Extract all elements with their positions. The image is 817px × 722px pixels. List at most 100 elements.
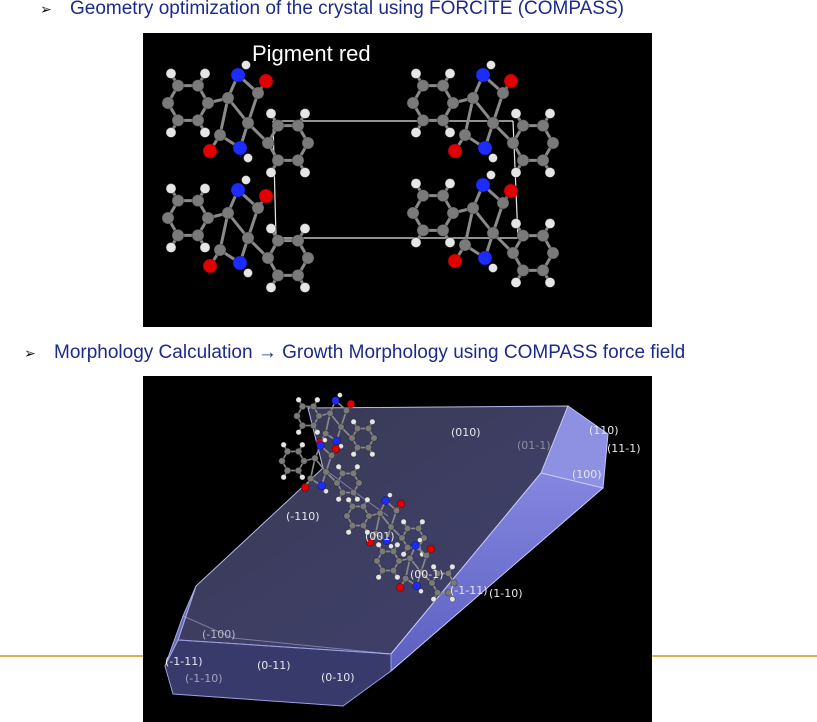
bullet-arrow-icon: ➢	[40, 1, 52, 17]
hydrogen-atom	[350, 418, 357, 425]
carbon-atom	[293, 412, 301, 420]
nitrogen-atom	[412, 581, 421, 590]
bond	[463, 97, 475, 136]
hydrogen-atom	[199, 127, 211, 138]
hydrogen-atom	[444, 68, 456, 79]
carbon-atom	[353, 424, 362, 433]
crystal-title: Pigment red	[252, 41, 371, 66]
hydrogen-atom	[410, 237, 422, 248]
carbon-atom	[343, 512, 351, 520]
carbon-atom	[271, 153, 285, 167]
carbon-atom	[359, 521, 368, 530]
carbon-atom	[298, 402, 307, 411]
oxygen-atom	[346, 399, 356, 409]
crystal-face-bottom	[164, 639, 392, 707]
carbon-atom	[436, 189, 450, 203]
hydrogen-atom	[449, 563, 456, 570]
bullet-geometry-optimization: ➢ Geometry optimization of the crystal us…	[40, 0, 624, 20]
carbon-atom	[261, 136, 275, 150]
hydrogen-atom	[323, 488, 329, 495]
hydrogen-atom	[544, 218, 556, 229]
hydrogen-atom	[394, 541, 401, 548]
hydrogen-atom	[241, 175, 251, 185]
oxygen-atom	[258, 73, 274, 89]
face-label-0-10: (0-10)	[321, 671, 355, 684]
hydrogen-atom	[400, 518, 407, 525]
hydrogen-atom	[510, 277, 522, 288]
face-label-001: (001)	[365, 530, 395, 543]
hydrogen-atom	[354, 496, 361, 503]
hydrogen-atom	[544, 277, 556, 288]
face-label-m1m11: (-1-11)	[165, 655, 203, 668]
carbon-atom	[387, 523, 395, 531]
hydrogen-atom	[410, 127, 422, 138]
crystal-structure-image: Pigment red	[143, 33, 652, 327]
carbon-atom	[301, 136, 315, 150]
face-label-m111a: (-1-11)	[450, 584, 488, 597]
carbon-atom	[458, 238, 472, 252]
face-label-100: (100)	[572, 468, 602, 481]
face-label-01-1: (01-1)	[517, 439, 551, 452]
hydrogen-atom	[418, 588, 424, 595]
carbon-atom	[283, 466, 292, 475]
hydrogen-atom	[314, 396, 321, 403]
nitrogen-atom	[230, 182, 246, 198]
hydrogen-atom	[410, 68, 422, 79]
carbon-atom	[365, 512, 373, 520]
bond	[374, 513, 381, 534]
decorative-rule-left	[0, 655, 143, 657]
nitrogen-atom	[230, 67, 246, 83]
nitrogen-atom	[475, 177, 491, 193]
carbon-atom	[417, 568, 425, 576]
hydrogen-atom	[165, 242, 177, 253]
carbon-atom	[327, 451, 336, 460]
oxygen-atom	[503, 73, 519, 89]
face-label-11-1: (11-1)	[607, 442, 641, 455]
face-label-1-10: (1-10)	[489, 587, 523, 600]
carbon-atom	[271, 234, 285, 248]
carbon-atom	[516, 229, 530, 243]
bond	[218, 212, 230, 251]
carbon-atom	[458, 128, 472, 142]
carbon-atom	[337, 423, 345, 431]
carbon-atom	[349, 488, 358, 497]
oxygen-atom	[202, 143, 218, 159]
hydrogen-atom	[345, 496, 352, 503]
carbon-atom	[301, 251, 315, 265]
carbon-atom	[496, 86, 510, 100]
hydrogen-atom	[410, 178, 422, 189]
bond	[404, 558, 411, 579]
hydrogen-atom	[430, 596, 437, 603]
oxygen-atom	[202, 258, 218, 274]
carbon-atom	[221, 91, 235, 105]
carbon-atom	[171, 113, 185, 127]
face-label-m1m10: (-1-10)	[185, 672, 223, 685]
carbon-atom	[371, 529, 380, 538]
carbon-atom	[171, 194, 185, 208]
carbon-atom	[364, 424, 373, 433]
carbon-atom	[294, 447, 303, 456]
crystal-svg	[161, 60, 560, 293]
carbon-atom	[416, 223, 430, 237]
carbon-atom	[342, 406, 351, 415]
carbon-atom	[450, 579, 458, 587]
bullet-text-a: Morphology Calculation	[54, 342, 258, 363]
carbon-atom	[315, 412, 323, 420]
carbon-atom	[213, 128, 227, 142]
carbon-atom	[291, 268, 305, 282]
oxygen-atom	[395, 583, 405, 592]
carbon-atom	[291, 119, 305, 133]
carbon-atom	[221, 206, 235, 220]
bullet-arrow-icon: ➢	[24, 345, 36, 361]
carbon-atom	[348, 434, 356, 442]
carbon-atom	[213, 243, 227, 257]
hydrogen-atom	[280, 441, 287, 448]
carbon-atom	[395, 557, 403, 565]
carbon-atom	[389, 547, 398, 556]
carbon-atom	[406, 554, 414, 562]
carbon-atom	[349, 469, 358, 478]
nitrogen-atom	[411, 541, 420, 550]
hydrogen-atom	[510, 218, 522, 229]
face-label-00-1: (00-1)	[410, 568, 444, 581]
carbon-atom	[326, 409, 334, 417]
